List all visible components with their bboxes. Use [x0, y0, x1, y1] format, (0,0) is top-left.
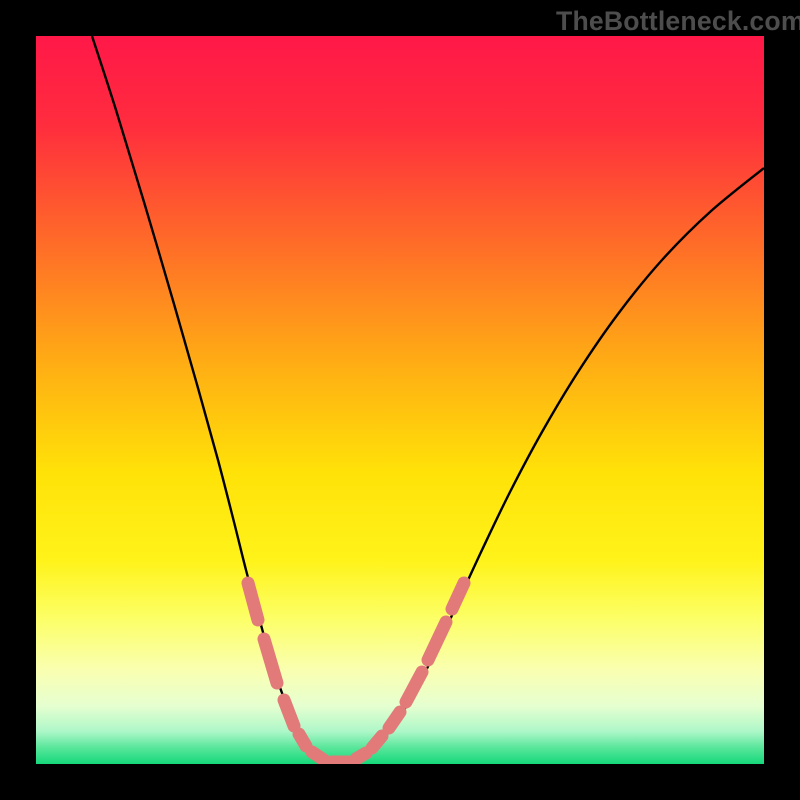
marker-segment	[389, 712, 400, 728]
watermark-text: TheBottleneck.com	[556, 6, 800, 37]
marker-segment	[312, 752, 324, 760]
marker-segment	[356, 753, 366, 759]
marker-segment	[299, 734, 306, 746]
bottleneck-chart	[0, 0, 800, 800]
marker-segment	[372, 736, 382, 748]
gradient-background	[36, 36, 764, 764]
